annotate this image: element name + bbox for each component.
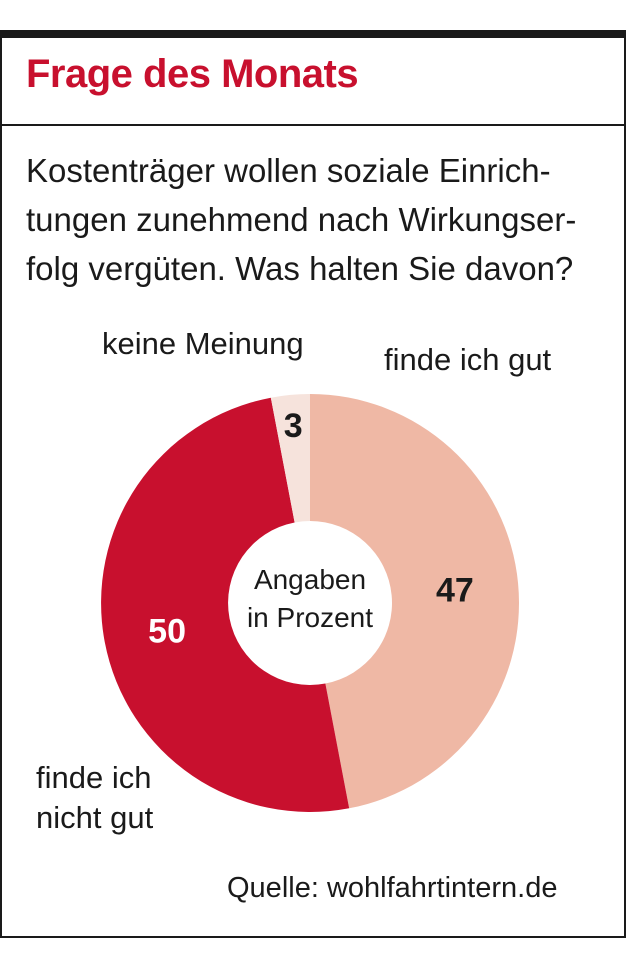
donut-value-label-0: 47 [436,571,474,609]
poll-question: Kostenträger wollen soziale Einrich- tun… [26,146,596,293]
question-line-1: Kostenträger wollen soziale Einrich- [26,152,551,189]
poll-card [0,30,626,938]
question-line-3: folg vergüten. Was halten Sie davon? [26,250,574,287]
page-title: Frage des Monats [26,52,359,96]
legend-label-finde-ich-nicht-gut: finde ich nicht gut [36,758,153,838]
donut-slice-0 [310,394,519,809]
donut-value-label-2: 3 [284,407,303,445]
top-bar [0,30,626,38]
donut-value-label-1: 50 [148,612,186,650]
legend-label-nicht-gut-line-1: finde ich [36,760,152,795]
source-note: Quelle: wohlfahrtintern.de [227,872,558,904]
legend-label-keine-meinung: keine Meinung [102,326,304,361]
legend-label-nicht-gut-line-2: nicht gut [36,800,154,835]
center-label-line-2: in Prozent [247,602,373,633]
donut-slice-2 [270,394,310,523]
legend-label-finde-ich-gut: finde ich gut [384,342,552,377]
donut-slice-1 [101,397,350,812]
center-label-line-1: Angaben [254,564,366,595]
title-divider [2,124,624,126]
question-line-2: tungen zunehmend nach Wirkungser- [26,201,577,238]
